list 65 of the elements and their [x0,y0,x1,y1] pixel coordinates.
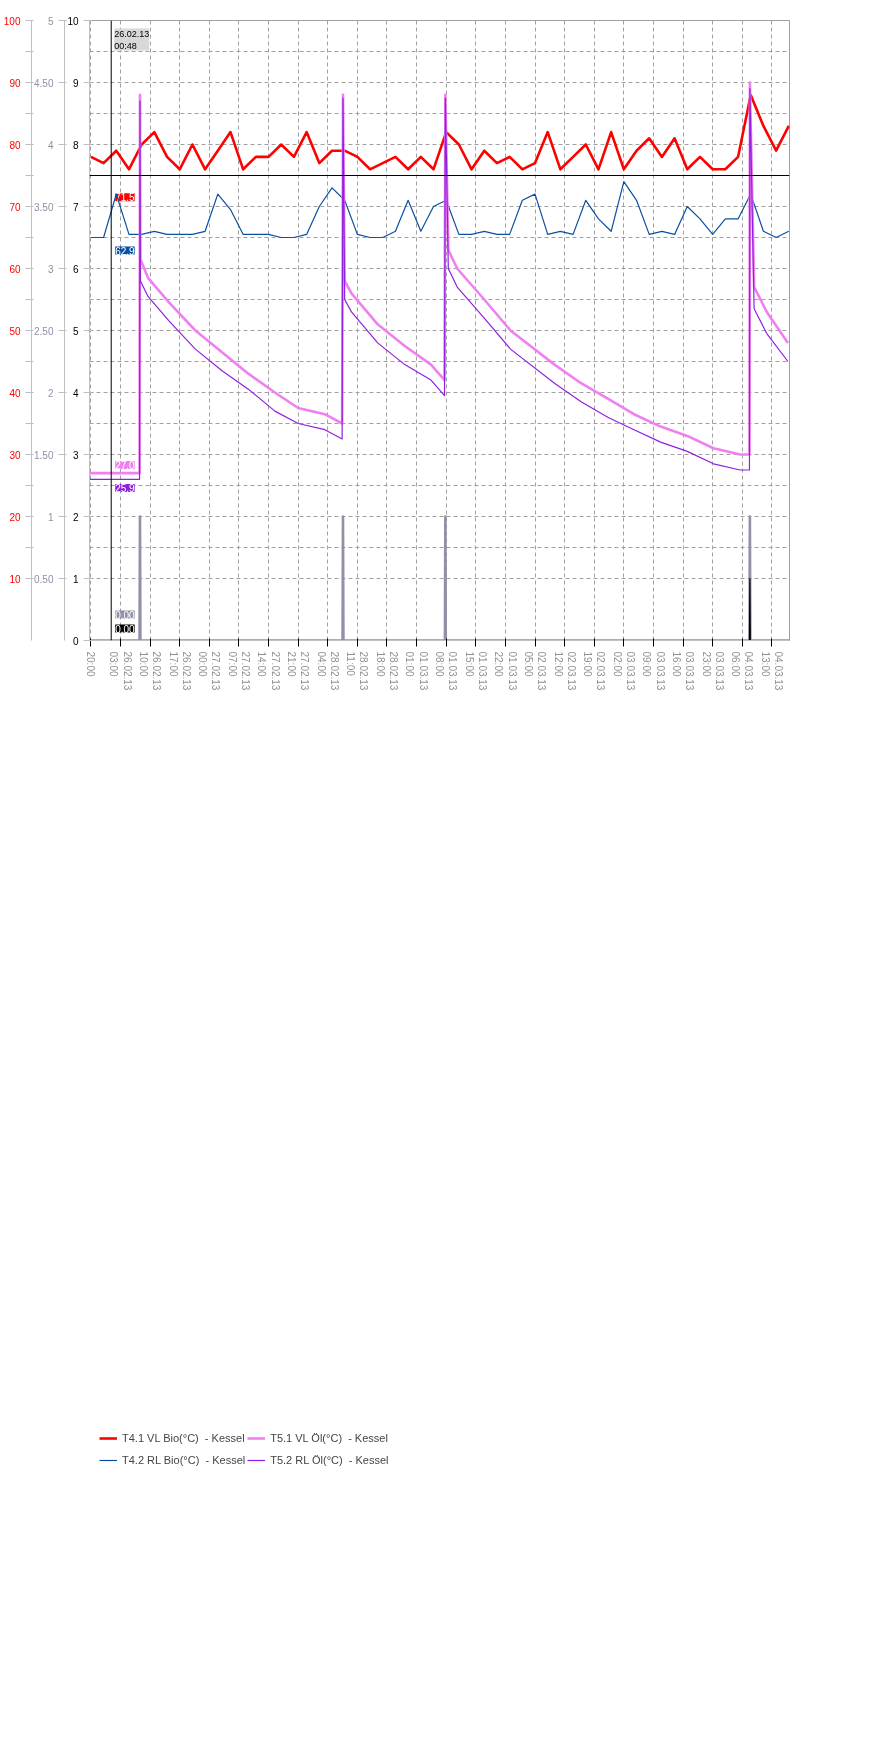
y2-tick-label: 0.50 [34,573,54,585]
annotation: 0.00 [115,609,136,621]
y-tick-label: 70 [9,201,21,213]
x-tick-label: 26.02.13 10:00 [138,651,163,691]
y-tick-label: 10 [9,573,21,585]
y-tick-label: 40 [9,387,21,399]
y3-tick-label: 5 [72,325,79,337]
x-tick-label: 28.02.13 11:00 [345,651,370,691]
y3-tick-label: 1 [72,573,79,585]
x-tick-label: 02.03.13 19:00 [582,651,607,691]
x-tick-label: 04.03.13 13:00 [759,651,784,691]
y-tick-label: 20 [9,511,21,523]
x-tick-label: 03.03.13 23:00 [700,651,725,691]
y-tick-label: 100 [3,15,21,27]
y3-tick-label: 8 [72,139,79,151]
y3-tick-label: 2 [72,511,79,523]
y2-tick-label: 5 [47,15,54,27]
y3-tick-label: 10 [67,15,79,27]
y2-tick-label: 2.50 [34,325,54,337]
y2-tick-label: 1.50 [34,449,54,461]
y3-tick-label: 0 [72,635,79,647]
y-tick-label: 30 [9,449,21,461]
x-tick-label: 03.03.13 02:00 [611,651,636,691]
y2-tick-label: 3 [47,263,54,275]
y2-tick-label: 4 [47,139,54,151]
y2-tick-label: 1 [47,511,54,523]
legend-label: T5.2 RL Öl(°C) - Kessel [270,1454,389,1466]
x-tick-label: 01.03.13 15:00 [463,651,488,691]
x-tick-label: 03.03.13 16:00 [670,651,696,691]
y3-tick-label: 9 [72,77,79,89]
annotation: 62.9 [115,245,136,257]
y2-tick-label: 2 [47,387,54,399]
x-tick-label: 02.03.13 12:00 [552,651,577,691]
x-tick-label: 27.02.13 14:00 [256,651,281,691]
x-tick-label: 03.03.13 09:00 [641,651,666,691]
legend-label: T4.2 RL Bio(°C) - Kessel [122,1454,246,1466]
y-tick-label: 60 [9,263,21,275]
x-tick-label: 20:00 [85,651,97,677]
annotation: 27.0 [115,460,136,472]
ref-line-label: 26.02.13 00:48 [114,28,150,51]
y3-tick-label: 6 [72,263,79,275]
x-tick-label: 02.03.13 05:00 [522,651,548,691]
y-tick-label: 80 [9,139,21,151]
legend-label: T4.1 VL Bio(°C) - Kessel [122,1432,245,1444]
x-tick-label: 26.02.13 17:00 [167,651,192,691]
x-tick-label: 01.03.13 08:00 [434,651,459,691]
y2-tick-label: 3.50 [34,201,54,213]
y3-tick-label: 3 [72,449,79,461]
y2-tick-label: 4.50 [34,77,54,89]
y-tick-label: 50 [9,325,21,337]
y-tick-label: 90 [9,77,21,89]
y3-tick-label: 7 [72,201,79,213]
x-tick-label: 26.02.13 03:00 [108,651,133,691]
x-tick-label: 28.02.13 18:00 [374,651,400,691]
annotation: 0.00 [115,623,136,635]
x-tick-label: 27.02.13 07:00 [226,651,252,691]
x-tick-label: 04.03.13 06:00 [730,651,755,691]
y3-tick-label: 4 [72,387,79,399]
x-tick-label: 28.02.13 04:00 [315,651,340,691]
x-tick-label: 01.03.13 22:00 [493,651,518,691]
annotation: 25.9 [115,482,136,494]
legend-label: T5.1 VL Öl(°C) - Kessel [270,1432,388,1444]
x-tick-label: 01.03.13 01:00 [404,651,429,691]
x-tick-label: 27.02.13 00:00 [197,651,222,691]
x-tick-label: 27.02.13 21:00 [286,651,311,691]
